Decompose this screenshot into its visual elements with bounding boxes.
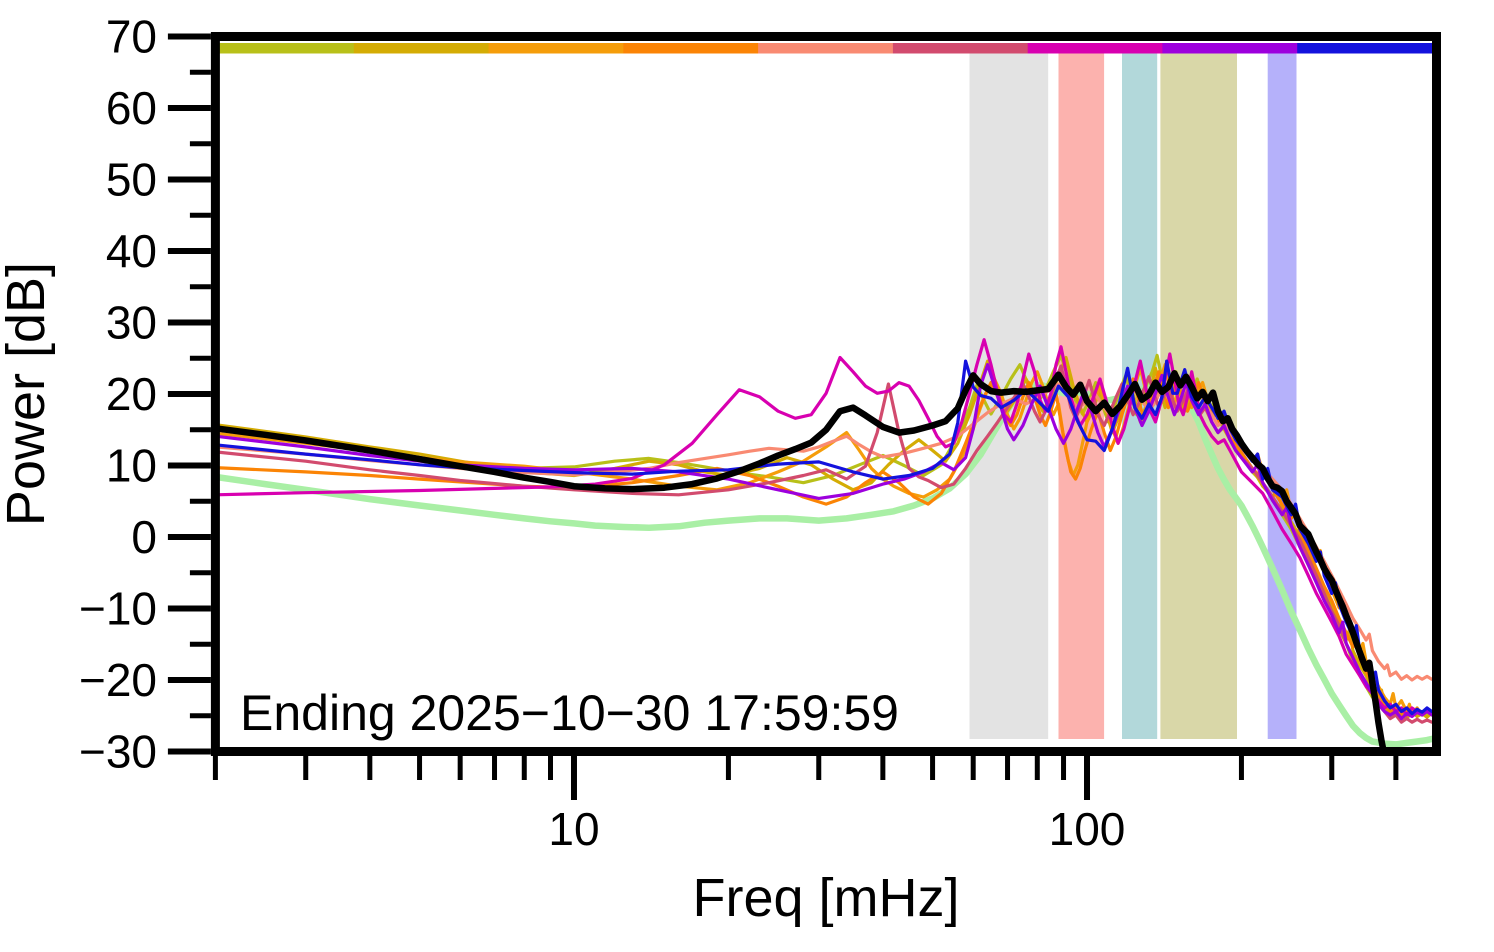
- ending-timestamp-annotation: Ending 2025−10−30 17:59:59: [240, 685, 899, 741]
- y-tick-label: 0: [131, 511, 157, 563]
- colorbar-segment-3: [488, 43, 624, 54]
- x-tick-label: 100: [1049, 803, 1126, 855]
- x-axis-title: Freq [mHz]: [692, 868, 959, 928]
- curve-spectrum-6: [215, 364, 1437, 724]
- time-legend-colorbar: [219, 43, 1433, 54]
- y-tick-label: −20: [79, 654, 157, 706]
- colorbar-segment-9: [1297, 43, 1433, 54]
- y-tick-label: −10: [79, 583, 157, 635]
- curve-spectrum-4: [215, 370, 1437, 717]
- band-violet: [1267, 53, 1297, 739]
- colorbar-segment-5: [758, 43, 894, 54]
- curve-spectrum-9: [215, 359, 1437, 716]
- curve-spectrum-2: [215, 355, 1437, 721]
- y-axis-title: Power [dB]: [0, 262, 56, 526]
- colorbar-segment-4: [623, 43, 759, 54]
- y-tick-label: 10: [106, 440, 157, 492]
- colorbar-segment-1: [219, 43, 355, 54]
- y-tick-label: 20: [106, 368, 157, 420]
- colorbar-segment-7: [1027, 43, 1164, 54]
- y-tick-label: −30: [79, 726, 157, 778]
- y-tick-label: 50: [106, 154, 157, 206]
- y-tick-label: 70: [106, 11, 157, 63]
- y-tick-label: 60: [106, 82, 157, 134]
- curve-mean: [215, 370, 1387, 752]
- axis-ticks: [167, 33, 1399, 800]
- plot-frame: [210, 32, 1441, 756]
- y-tick-label: 30: [106, 297, 157, 349]
- curve-spectrum-1: [215, 353, 1437, 719]
- colorbar-segment-8: [1162, 43, 1298, 54]
- y-tick-label: 40: [106, 225, 157, 277]
- x-tick-label: 10: [548, 803, 599, 855]
- colorbar-segment-2: [353, 43, 490, 54]
- curve-spectrum-3: [215, 363, 1437, 717]
- colorbar-segment-6: [892, 43, 1029, 54]
- spectra-curves: [215, 338, 1437, 752]
- curve-spectrum-8: [215, 363, 1437, 721]
